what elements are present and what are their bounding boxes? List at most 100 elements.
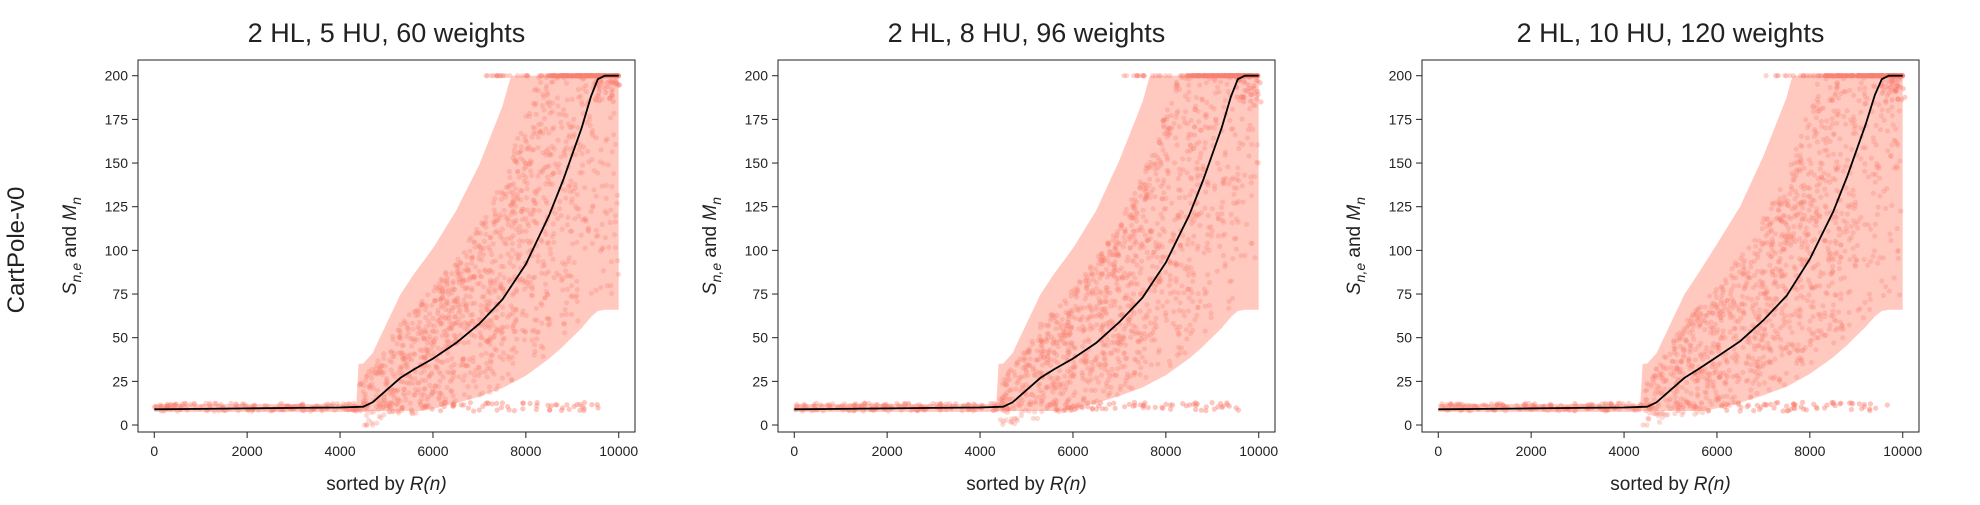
scatter-point-3-903: [1746, 353, 1751, 358]
scatter-point-3-345: [1794, 361, 1799, 366]
scatter-point-1-1292: [543, 181, 548, 186]
scatter-point-2-1277: [1200, 164, 1205, 169]
scatter-point-1-1306: [461, 340, 466, 345]
scatter-point-3-1224: [1830, 264, 1835, 269]
scatter-point-1-1116: [527, 111, 532, 116]
scatter-point-2-1402: [1046, 350, 1051, 355]
y-tick-label-2-50: 50: [752, 330, 768, 346]
scatter-point-2-721: [1190, 188, 1195, 193]
scatter-point-2-1108: [1122, 239, 1127, 244]
scatter-point-3-806: [1868, 297, 1873, 302]
scatter-point-1-1366: [572, 132, 577, 137]
scatter-point-2-1533: [1126, 283, 1131, 288]
scatter-point-1-724: [462, 373, 467, 378]
scatter-point-2-1738: [1215, 404, 1220, 409]
scatter-point-2-1656: [1118, 226, 1123, 231]
scatter-point-3-704: [1787, 191, 1792, 196]
scatter-point-3-168: [1626, 401, 1631, 406]
scatter-point-2-230: [1244, 222, 1249, 227]
scatter-point-1-1613: [515, 136, 520, 141]
scatter-point-3-1145: [1746, 245, 1751, 250]
scatter-point-1-1218: [435, 346, 440, 351]
scatter-point-2-1471: [1108, 262, 1113, 267]
scatter-point-1-175: [350, 408, 355, 413]
scatter-point-2-180: [818, 402, 823, 407]
scatter-point-1-1573: [398, 330, 403, 335]
scatter-point-2-1487: [1022, 374, 1027, 379]
scatter-point-3-1251: [1690, 328, 1695, 333]
scatter-point-1-296: [565, 98, 570, 103]
scatter-point-2-1117: [1046, 331, 1051, 336]
scatter-point-1-726: [550, 109, 555, 114]
scatter-point-2-1147: [1032, 409, 1037, 414]
scatter-point-1-1644: [470, 355, 475, 360]
scatter-point-1-1150: [511, 233, 516, 238]
scatter-point-2-1184: [1115, 392, 1120, 397]
scatter-point-2-1243: [1223, 150, 1228, 155]
scatter-point-1-473: [551, 240, 556, 245]
scatter-point-1-1735: [499, 405, 504, 410]
scatter-point-3-1042: [1773, 279, 1778, 284]
scatter-point-3-1264: [1746, 336, 1751, 341]
scatter-point-2-1671: [1024, 393, 1029, 398]
scatter-point-1-1214: [493, 258, 498, 263]
scatter-point-1-1063: [591, 187, 596, 192]
scatter-point-1-1328: [376, 402, 381, 407]
scatter-point-2-347: [1230, 256, 1235, 261]
scatter-point-3-442: [1811, 314, 1816, 319]
scatter-point-2-1659: [1114, 232, 1119, 237]
scatter-point-2-1732: [1227, 404, 1232, 409]
scatter-point-3-167: [1501, 403, 1506, 408]
scatter-point-2-1322: [1132, 207, 1137, 212]
scatter-point-2-1480: [1143, 233, 1148, 238]
scatter-point-2-1063: [1195, 172, 1200, 177]
scatter-point-1-1180: [541, 354, 546, 359]
scatter-point-2-1246: [1169, 113, 1174, 118]
scatter-point-2-1626: [1145, 192, 1150, 197]
scatter-point-2-1748: [1131, 404, 1136, 409]
scatter-point-1-1737: [450, 402, 455, 407]
scatter-point-1-1355: [557, 199, 562, 204]
scatter-point-1-1621: [461, 268, 466, 273]
scatter-point-1-1635: [413, 313, 418, 318]
scatter-point-1-1223: [509, 378, 514, 383]
scatter-point-1-1607: [484, 361, 489, 366]
scatter-point-3-464: [1754, 391, 1759, 396]
scatter-point-3-637: [1734, 359, 1739, 364]
scatter-point-1-350: [616, 272, 621, 277]
scatter-point-2-1444: [1078, 317, 1083, 322]
scatter-point-3-179: [1521, 402, 1526, 407]
scatter-point-2-479: [1115, 366, 1120, 371]
scatter-point-2-1314: [1020, 366, 1025, 371]
scatter-point-2-1392: [1124, 207, 1129, 212]
scatter-point-2-1259: [1009, 419, 1014, 424]
scatter-point-2-1408: [1148, 332, 1153, 337]
scatter-point-2-1099: [1208, 125, 1213, 130]
scatter-point-2-1460: [1098, 364, 1103, 369]
scatter-point-1-1611: [558, 120, 563, 125]
scatter-point-1-827: [521, 172, 526, 177]
scatter-point-2-1260: [1186, 97, 1191, 102]
scatter-point-1-1239: [374, 421, 379, 426]
scatter-point-2-706: [1186, 157, 1191, 162]
scatter-point-2-720: [1085, 366, 1090, 371]
scatter-point-1-1666: [468, 294, 473, 299]
scatter-point-2-918: [1099, 373, 1104, 378]
scatter-point-1-1036: [557, 206, 562, 211]
scatter-point-2-1351: [1089, 270, 1094, 275]
scatter-point-2-988: [1197, 155, 1202, 160]
scatter-point-3-954: [1646, 417, 1651, 422]
scatter-point-1-1411: [519, 276, 524, 281]
scatter-point-1-1543: [503, 195, 508, 200]
scatter-point-2-1642: [1186, 237, 1191, 242]
scatter-point-2-1498: [1143, 219, 1148, 224]
scatter-point-1-1670: [573, 295, 578, 300]
scatter-point-2-1447: [1122, 364, 1127, 369]
scatter-point-2-21: [960, 408, 965, 413]
scatter-point-2-1638: [1146, 165, 1151, 170]
scatter-point-2-1378: [1152, 337, 1157, 342]
scatter-point-1-1335: [499, 264, 504, 269]
scatter-point-3-1260: [1845, 203, 1850, 208]
scatter-point-1-767: [564, 300, 569, 305]
scatter-point-2-1684: [1153, 405, 1158, 410]
